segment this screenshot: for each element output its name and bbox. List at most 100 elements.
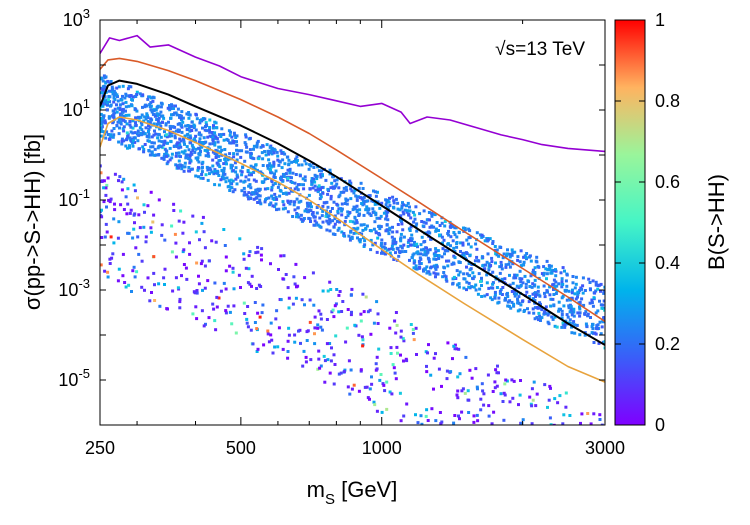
scatter-point (252, 157, 256, 161)
scatter-point (146, 276, 150, 280)
scatter-point (121, 84, 125, 88)
scatter-point (413, 217, 417, 221)
scatter-point (296, 213, 300, 217)
scatter-point (487, 286, 491, 290)
scatter-point (155, 114, 159, 118)
scatter-point (293, 282, 297, 286)
scatter-point (563, 269, 566, 273)
scatter-point (273, 345, 277, 349)
scatter-point (232, 152, 236, 156)
scatter-point (229, 185, 233, 189)
scatter-point (564, 405, 568, 409)
scatter-point (316, 223, 320, 227)
scatter-point (451, 261, 455, 265)
scatter-point (337, 310, 341, 314)
scatter-point (533, 271, 537, 274)
scatter-point (292, 203, 296, 207)
scatter-point (413, 244, 417, 247)
scatter-point (111, 135, 115, 139)
scatter-point (466, 435, 469, 438)
scatter-point (501, 430, 504, 433)
scatter-point (554, 268, 557, 272)
scatter-point (394, 251, 397, 255)
scatter-point (409, 237, 413, 241)
scatter-point (375, 300, 379, 304)
scatter-point (141, 145, 145, 149)
scatter-point (131, 269, 135, 273)
scatter-point (291, 302, 295, 306)
scatter-point (425, 251, 429, 255)
scatter-point (168, 146, 172, 150)
scatter-point (420, 248, 423, 252)
scatter-point (131, 236, 135, 240)
scatter-point (554, 427, 557, 430)
scatter-point (426, 256, 430, 260)
scatter-point (402, 235, 406, 239)
scatter-point (447, 233, 451, 237)
scatter-point (125, 138, 128, 142)
scatter-point (430, 211, 433, 215)
scatter-point (522, 260, 526, 264)
scatter-point (532, 380, 536, 384)
scatter-point (217, 145, 221, 149)
scatter-point (277, 326, 281, 330)
scatter-point (427, 343, 430, 347)
scatter-point (339, 190, 343, 194)
scatter-point (304, 355, 308, 359)
scatter-point (219, 150, 222, 154)
scatter-point (256, 193, 260, 197)
curve-line (100, 116, 605, 383)
scatter-point (515, 273, 519, 277)
scatter-point (138, 147, 141, 151)
scatter-point (594, 493, 597, 496)
scatter-point (499, 392, 503, 396)
scatter-point (273, 172, 276, 176)
scatter-point (247, 197, 251, 201)
scatter-point (475, 452, 478, 455)
scatter-point (101, 115, 105, 119)
scatter-point (375, 355, 379, 359)
scatter-point (479, 408, 483, 412)
scatter-point (513, 273, 517, 277)
scatter-point (513, 250, 517, 254)
scatter-point (253, 167, 257, 171)
scatter-point (418, 262, 422, 266)
scatter-point (196, 158, 200, 162)
scatter-point (126, 187, 130, 191)
scatter-point (170, 250, 174, 254)
scatter-point (362, 195, 366, 199)
scatter-point (265, 143, 269, 147)
scatter-point (390, 247, 394, 251)
scatter-point (333, 214, 337, 218)
scatter-point (100, 236, 104, 239)
scatter-point (370, 199, 374, 203)
scatter-point (288, 171, 292, 175)
scatter-point (536, 469, 539, 472)
scatter-point (358, 212, 361, 216)
scatter-point (337, 293, 341, 297)
scatter-point (231, 179, 235, 183)
scatter-point (351, 208, 355, 212)
scatter-point (550, 315, 554, 319)
scatter-point (580, 412, 584, 416)
scatter-point (475, 255, 479, 259)
scatter-point (404, 250, 408, 253)
scatter-point (210, 131, 214, 134)
scatter-point (360, 335, 364, 339)
scatter-point (149, 190, 153, 194)
scatter-point (247, 184, 251, 188)
scatter-point (176, 141, 180, 145)
scatter-point (470, 376, 474, 380)
scatter-point (350, 310, 353, 314)
scatter-point (248, 250, 252, 254)
scatter-point (572, 320, 576, 324)
scatter-point (553, 324, 557, 328)
scatter-point (105, 230, 109, 234)
scatter-point (128, 144, 131, 148)
scatter-point (295, 185, 299, 189)
scatter-point (217, 183, 221, 187)
scatter-point (169, 107, 173, 110)
scatter-point (170, 224, 174, 228)
scatter-point (495, 253, 499, 257)
scatter-point (130, 104, 134, 108)
